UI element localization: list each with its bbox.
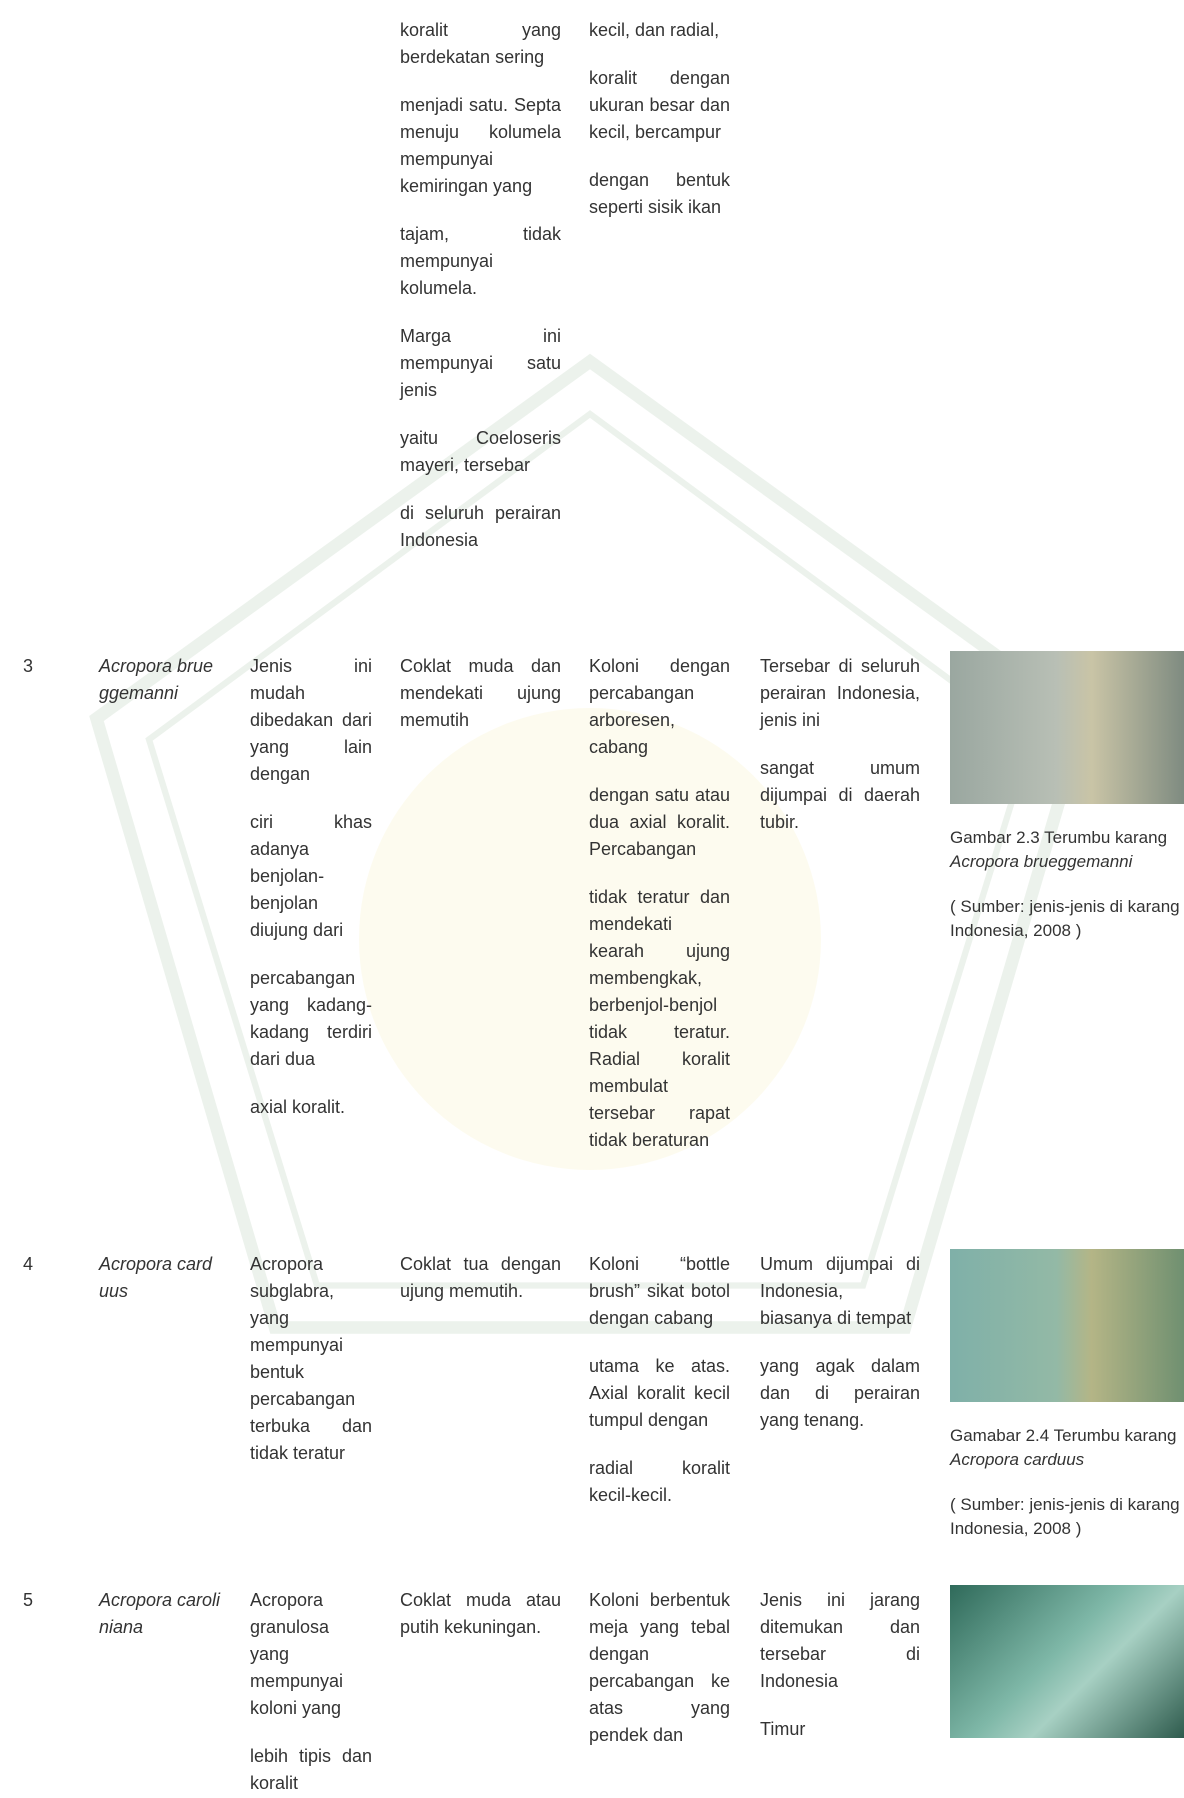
paragraph: Acropora granulosa yang mempunyai koloni… bbox=[250, 1590, 344, 1718]
paragraph: tidak teratur dan mendekati kearah ujung… bbox=[589, 887, 730, 1150]
table-cell: Umum dijumpai di Indonesia, biasanya di … bbox=[760, 1251, 920, 1455]
paragraph: Timur bbox=[760, 1719, 806, 1739]
table-cell: Jenis ini jarang ditemukan dan tersebar … bbox=[760, 1587, 920, 1764]
paragraph: dengan satu atau dua axial koralit. Perc… bbox=[589, 785, 730, 859]
table-cell: Acropora subglabra, yang mempunyai bentu… bbox=[250, 1251, 372, 1488]
paragraph: Umum dijumpai di Indonesia, biasanya di … bbox=[760, 1254, 920, 1328]
paragraph: radial koralit kecil-kecil. bbox=[589, 1458, 730, 1505]
table-cell: Coklat muda dan mendekati ujung memutih bbox=[400, 653, 561, 755]
caption-text: Gambar 2.3 Terumbu karang Acropora brueg… bbox=[950, 826, 1184, 874]
paragraph: Coklat muda atau putih kekuningan. bbox=[400, 1590, 561, 1637]
row-number: 4 bbox=[23, 1254, 34, 1274]
paragraph: utama ke atas. Axial koralit kecil tumpu… bbox=[589, 1356, 730, 1430]
table-cell: Tersebar di seluruh perairan Indonesia, … bbox=[760, 653, 920, 857]
table-cell: Koloni dengan percabangan arboresen, cab… bbox=[589, 653, 730, 1175]
paragraph: ciri khas adanya benjolan-benjolan diuju… bbox=[250, 812, 372, 940]
species-name: Acropora carduus bbox=[99, 1254, 213, 1301]
paragraph: koralit yang berdekatan sering bbox=[400, 20, 561, 67]
paragraph: kecil, dan radial, bbox=[589, 20, 720, 40]
row-number: 5 bbox=[23, 1590, 34, 1610]
row-number: 3 bbox=[23, 656, 34, 676]
paragraph: yang agak dalam dan di perairan yang ten… bbox=[760, 1356, 920, 1430]
coral-photo bbox=[950, 1249, 1184, 1402]
paragraph: menjadi satu. Septa menuju kolumela memp… bbox=[400, 95, 561, 196]
paragraph: Coklat muda dan mendekati ujung memutih bbox=[400, 656, 561, 730]
paragraph: Acropora subglabra, yang mempunyai bentu… bbox=[250, 1254, 372, 1463]
paragraph: Marga ini mempunyai satu jenis bbox=[400, 326, 561, 400]
paragraph: percabangan yang kadang-kadang terdiri d… bbox=[250, 968, 372, 1069]
figure-caption: Gamabar 2.4 Terumbu karang Acropora card… bbox=[950, 1424, 1184, 1562]
caption-text: Gamabar 2.4 Terumbu karang Acropora card… bbox=[950, 1424, 1184, 1472]
table-cell: koralit yang berdekatan sering menjadi sa… bbox=[400, 17, 561, 575]
paragraph: Tersebar di seluruh perairan Indonesia, … bbox=[760, 656, 920, 730]
paragraph: tajam, tidak mempunyai kolumela. bbox=[400, 224, 561, 298]
paragraph: Jenis ini jarang ditemukan dan tersebar … bbox=[760, 1590, 920, 1691]
paragraph: Koloni berbentuk meja yang tebal dengan … bbox=[589, 1590, 730, 1745]
coral-photo bbox=[950, 1585, 1184, 1738]
table-cell: Coklat tua dengan ujung memutih. bbox=[400, 1251, 561, 1326]
table-cell: Koloni “bottle brush” sikat botol dengan… bbox=[589, 1251, 730, 1530]
paragraph: lebih tipis dan koralit bbox=[250, 1746, 372, 1793]
paragraph: yaitu Coeloseris mayeri, tersebar bbox=[400, 428, 561, 475]
paragraph: sangat umum dijumpai di daerah tubir. bbox=[760, 758, 920, 832]
figure-caption: Gambar 2.3 Terumbu karang Acropora brueg… bbox=[950, 826, 1184, 964]
table-cell: Acropora granulosa yang mempunyai koloni… bbox=[250, 1587, 372, 1798]
table-cell: Jenis ini mudah dibedakan dari yang lain… bbox=[250, 653, 372, 1142]
coral-photo bbox=[950, 651, 1184, 804]
table-cell: Coklat muda atau putih kekuningan. bbox=[400, 1587, 561, 1662]
paragraph: dengan bentuk seperti sisik ikan bbox=[589, 170, 730, 217]
paragraph: koralit dengan ukuran besar dan kecil, b… bbox=[589, 68, 730, 142]
paragraph: di seluruh perairan Indonesia bbox=[400, 503, 561, 550]
paragraph: Jenis ini mudah dibedakan dari yang lain… bbox=[250, 656, 372, 784]
species-name: Acropora caroliniana bbox=[99, 1590, 221, 1637]
caption-species: Acropora brueggemanni bbox=[950, 852, 1133, 871]
caption-label: Gamabar 2.4 Terumbu karang bbox=[950, 1426, 1177, 1445]
caption-label: Gambar 2.3 Terumbu karang bbox=[950, 828, 1168, 847]
caption-species: Acropora carduus bbox=[950, 1450, 1085, 1469]
species-name: Acropora brueggemanni bbox=[99, 656, 214, 703]
caption-source: ( Sumber: jenis-jenis di karang Indonesi… bbox=[950, 897, 1180, 940]
table-cell: kecil, dan radial, koralit dengan ukuran … bbox=[589, 17, 730, 242]
caption-source: ( Sumber: jenis-jenis di karang Indonesi… bbox=[950, 1495, 1180, 1538]
paragraph: Koloni dengan percabangan arboresen, cab… bbox=[589, 656, 730, 757]
paragraph: Koloni “bottle brush” sikat botol dengan… bbox=[589, 1254, 730, 1328]
paragraph: Coklat tua dengan ujung memutih. bbox=[400, 1254, 561, 1301]
paragraph: axial koralit. bbox=[250, 1097, 346, 1117]
table-cell: Koloni berbentuk meja yang tebal dengan … bbox=[589, 1587, 730, 1770]
